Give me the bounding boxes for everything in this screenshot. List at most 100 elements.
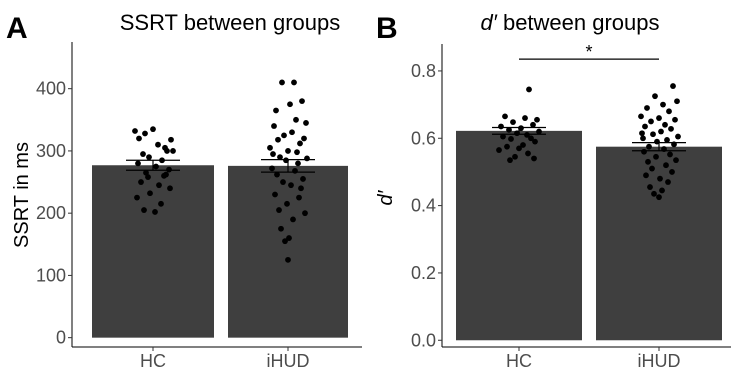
data-point <box>524 132 530 138</box>
data-point <box>163 171 169 178</box>
data-point <box>136 135 142 142</box>
data-point <box>641 148 647 155</box>
y-tick-label: 0.6 <box>411 128 436 148</box>
data-point <box>290 216 296 223</box>
bar-ihud <box>228 165 348 338</box>
data-point <box>528 135 534 142</box>
data-point <box>534 116 540 123</box>
data-point <box>648 118 654 125</box>
data-point <box>672 116 678 123</box>
data-point <box>639 130 645 137</box>
data-point <box>304 155 310 162</box>
data-point <box>532 138 538 145</box>
data-point <box>296 194 302 201</box>
chart-title-a: SSRT between groups <box>120 10 341 35</box>
data-point <box>507 157 513 164</box>
data-point <box>640 135 646 142</box>
data-point <box>506 126 512 133</box>
data-point <box>651 190 657 197</box>
data-point <box>502 113 508 120</box>
data-point <box>645 158 651 165</box>
data-point <box>674 98 680 105</box>
data-point <box>667 151 673 158</box>
data-point <box>650 131 656 138</box>
data-point <box>158 200 164 207</box>
data-point <box>167 185 173 192</box>
data-point <box>643 172 649 179</box>
data-point <box>282 238 288 245</box>
x-tick-label-hc: HC <box>140 351 166 371</box>
data-point <box>152 209 158 215</box>
data-point <box>526 86 532 93</box>
data-point <box>302 210 308 217</box>
data-point <box>170 148 176 154</box>
data-point <box>166 166 172 173</box>
data-point <box>670 83 676 89</box>
data-point <box>658 128 664 135</box>
data-point <box>280 179 286 185</box>
panel-b: B d′ between groups d′ 0.0 0.2 0.4 0.6 0.8 HC… <box>375 10 731 371</box>
data-point <box>668 125 674 132</box>
data-point <box>638 113 644 120</box>
data-point <box>271 123 277 129</box>
y-axis-label-a: SSRT in ms <box>11 142 33 248</box>
data-point <box>135 160 141 167</box>
data-point <box>132 128 138 134</box>
data-point <box>536 128 542 135</box>
data-point <box>659 187 665 194</box>
data-point <box>168 136 174 143</box>
data-point <box>145 174 151 180</box>
data-point <box>662 121 668 128</box>
data-point <box>675 133 681 140</box>
bar-hc <box>92 165 214 338</box>
data-point <box>277 154 283 161</box>
chart-title-b-rest: between groups <box>497 10 660 35</box>
y-tick-label: 0.4 <box>411 196 436 216</box>
data-point <box>273 107 279 114</box>
data-point <box>663 162 669 169</box>
data-point <box>653 153 659 160</box>
data-point <box>649 165 655 172</box>
data-point <box>295 160 301 167</box>
data-point <box>666 108 672 115</box>
data-point <box>520 142 526 148</box>
data-point <box>155 141 161 148</box>
data-point <box>285 148 291 154</box>
data-point <box>504 143 510 150</box>
data-point <box>276 207 282 213</box>
data-point <box>303 120 309 126</box>
data-point <box>516 145 522 152</box>
data-point <box>153 163 159 170</box>
data-point <box>150 126 156 133</box>
data-point <box>500 133 506 140</box>
chart-title-b: d′ between groups <box>480 10 659 35</box>
data-point <box>665 179 671 185</box>
data-point <box>673 157 679 164</box>
data-point <box>270 151 276 157</box>
data-point <box>164 148 170 154</box>
data-point <box>287 101 293 108</box>
x-tick-label-ihud: iHUD <box>638 351 681 371</box>
data-point <box>530 121 536 128</box>
data-point <box>525 150 531 157</box>
data-point <box>272 191 278 198</box>
data-point <box>293 116 299 123</box>
data-point <box>288 182 294 189</box>
data-point <box>646 143 652 150</box>
data-point <box>522 115 528 121</box>
y-tick-label: 100 <box>36 265 66 285</box>
data-point <box>281 132 287 139</box>
data-point <box>652 93 658 100</box>
data-point <box>657 175 663 182</box>
data-point <box>498 123 504 130</box>
data-point <box>269 165 275 172</box>
data-point <box>142 130 148 137</box>
data-point <box>660 101 666 108</box>
data-point <box>140 151 146 157</box>
bar-hc <box>456 130 582 341</box>
y-tick-label: 300 <box>36 141 66 161</box>
bar-ihud <box>596 146 722 341</box>
data-point <box>143 169 149 176</box>
data-point <box>644 105 650 111</box>
data-point <box>291 79 297 86</box>
